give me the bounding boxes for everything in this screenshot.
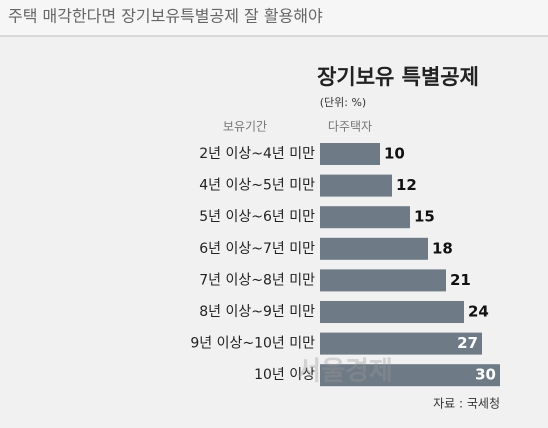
bar: [320, 364, 500, 387]
bar: [320, 301, 464, 323]
value-label: 30: [475, 366, 496, 384]
category-label: 7년 이상~8년 미만: [199, 272, 315, 288]
panel: [0, 36, 548, 428]
chart-title: 장기보유 특별공제: [317, 65, 479, 89]
value-label: 21: [450, 271, 471, 289]
bar: [320, 174, 392, 197]
category-label: 6년 이상~7년 미만: [199, 241, 315, 257]
category-label: 5년 이상~6년 미만: [199, 209, 315, 225]
value-label: 24: [468, 303, 489, 321]
value-label: 27: [457, 334, 478, 352]
chart-subtitle: (단위: %): [320, 96, 366, 109]
bar: [320, 237, 428, 260]
bar: [320, 332, 482, 355]
source: 자료 : 국세청: [433, 397, 500, 411]
bar: [320, 206, 410, 229]
watermark: 서울경제: [297, 357, 393, 387]
bar: [320, 143, 380, 165]
value-label: 18: [432, 239, 453, 257]
category-header: 보유기간: [223, 120, 267, 134]
category-label: 4년 이상~5년 미만: [199, 178, 315, 194]
value-label: 15: [414, 208, 435, 226]
category-label: 10년 이상: [254, 367, 315, 383]
category-label: 8년 이상~9년 미만: [199, 304, 315, 320]
legend-entry: 다주택자: [328, 120, 372, 134]
category-label: 9년 이상~10년 미만: [190, 336, 315, 352]
value-label: 10: [384, 145, 405, 163]
value-label: 12: [396, 176, 417, 194]
category-label: 2년 이상~4년 미만: [199, 146, 315, 162]
bar: [320, 269, 446, 292]
headline: 주택 매각한다면 장기보유특별공제 잘 활용해야: [8, 7, 323, 26]
